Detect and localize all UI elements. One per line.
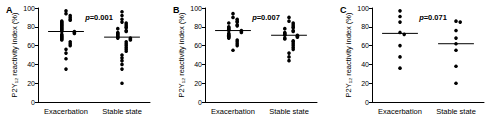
svg-text:0: 0 (31, 99, 35, 106)
svg-text:60: 60 (27, 42, 35, 49)
svg-text:p: p (252, 12, 257, 22)
svg-text:p: p (419, 12, 424, 22)
svg-text:Stable state: Stable state (436, 107, 476, 116)
svg-text:20: 20 (361, 80, 369, 87)
svg-text:=0.007: =0.007 (257, 13, 280, 22)
svg-text:Exacerbation: Exacerbation (211, 107, 255, 116)
svg-text:80: 80 (361, 23, 369, 30)
svg-text:100: 100 (23, 5, 35, 12)
svg-text:Exacerbation: Exacerbation (378, 107, 422, 116)
svg-text:40: 40 (361, 61, 369, 68)
svg-text:C: C (340, 5, 347, 15)
svg-text:Stable state: Stable state (102, 107, 142, 116)
svg-text:0: 0 (365, 99, 369, 106)
svg-text:100: 100 (190, 5, 202, 12)
svg-text:80: 80 (194, 23, 202, 30)
svg-text:40: 40 (194, 61, 202, 68)
svg-text:B: B (173, 5, 180, 15)
svg-text:40: 40 (27, 61, 35, 68)
svg-text:P2Y₁₂ reactivity index (%): P2Y₁₂ reactivity index (%) (344, 12, 353, 98)
svg-text:Exacerbation: Exacerbation (44, 107, 88, 116)
svg-text:P2Y₁₂ reactivity index (%): P2Y₁₂ reactivity index (%) (177, 12, 186, 98)
svg-text:20: 20 (194, 80, 202, 87)
svg-text:=0.071: =0.071 (424, 13, 447, 22)
svg-text:Stable state: Stable state (269, 107, 309, 116)
svg-text:100: 100 (357, 5, 369, 12)
svg-text:80: 80 (27, 23, 35, 30)
svg-text:60: 60 (194, 42, 202, 49)
svg-text:P2Y₁₂ reactivity index (%): P2Y₁₂ reactivity index (%) (10, 12, 19, 98)
svg-text:=0.001: =0.001 (90, 13, 113, 22)
svg-text:0: 0 (198, 99, 202, 106)
svg-text:A: A (6, 5, 13, 15)
svg-text:p: p (85, 12, 90, 22)
svg-text:60: 60 (361, 42, 369, 49)
svg-text:20: 20 (27, 80, 35, 87)
